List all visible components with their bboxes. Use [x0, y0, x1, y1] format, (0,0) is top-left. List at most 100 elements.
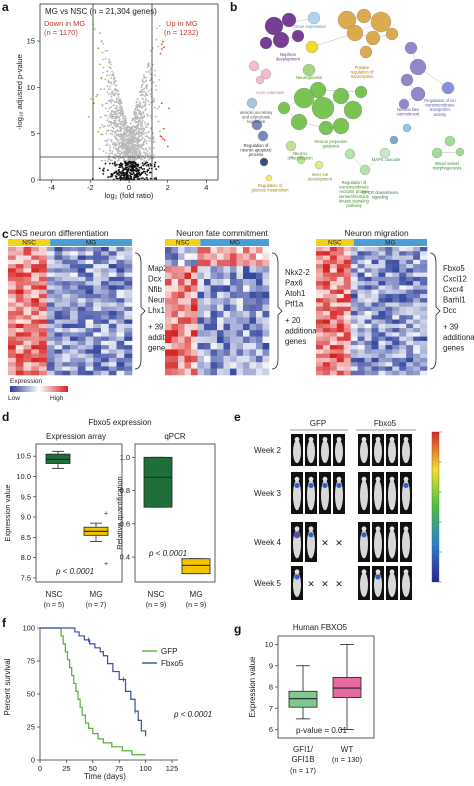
volcano-point — [109, 146, 111, 149]
volcano-point — [120, 157, 123, 159]
heatmap-cell — [62, 306, 71, 312]
volcano-point — [130, 164, 133, 167]
heatmap-cell — [236, 291, 244, 299]
heatmap-cell — [357, 293, 365, 299]
heatmap-cell — [101, 293, 110, 299]
heatmap-cell — [413, 302, 421, 308]
heatmap-cell — [322, 293, 331, 299]
volcano-point — [119, 162, 122, 165]
volcano-point — [153, 140, 156, 143]
heatmap-cell — [46, 315, 55, 320]
volcano-point — [110, 129, 112, 132]
volcano-point — [111, 133, 114, 136]
heatmap-cell — [371, 285, 379, 290]
volcano-point — [140, 112, 143, 115]
heatmap-cell — [116, 370, 125, 376]
heatmap-cell — [62, 345, 71, 350]
heatmap-cell — [204, 317, 211, 325]
mouse-body — [402, 572, 410, 597]
heatmap-cell — [243, 285, 250, 293]
heatmap-cell — [316, 268, 324, 273]
heatmap-cell — [336, 289, 345, 295]
heatmap-cell — [249, 368, 257, 376]
heatmap-cell — [378, 362, 386, 367]
volcano-point — [115, 101, 118, 103]
volcano-point — [138, 169, 141, 172]
heatmap-cell — [124, 357, 133, 363]
heatmap-cell — [116, 349, 125, 354]
heatmap-cell — [77, 285, 86, 290]
heatmap-cell — [236, 304, 244, 312]
heatmap-cell — [23, 357, 32, 363]
volcano-point — [118, 152, 120, 155]
heatmap-cell — [62, 357, 71, 363]
heatmap-cell — [54, 319, 63, 325]
human-ylabel: Expression value — [248, 656, 257, 717]
heatmap-cell — [350, 247, 358, 252]
volcano-point — [119, 175, 122, 178]
heatmap-cell — [23, 370, 32, 376]
heatmap-cell — [350, 315, 358, 320]
heatmap-cell — [392, 340, 400, 346]
heatmap-cell — [108, 293, 117, 299]
heatmap-cell — [8, 251, 17, 256]
heatmap-cell — [101, 281, 110, 286]
heatmap-cell — [85, 353, 94, 359]
volcano-point — [98, 167, 101, 170]
volcano-point — [112, 75, 115, 77]
volcano-point — [132, 125, 134, 128]
heatmap-bracket — [429, 252, 441, 370]
heatmap-cell — [210, 279, 218, 286]
heatmap-cell — [406, 302, 414, 308]
network-node — [379, 147, 391, 159]
heatmap-cell — [77, 336, 86, 342]
volcano-point — [110, 115, 113, 118]
heatmap-cell — [357, 285, 365, 290]
volcano-point — [130, 132, 133, 135]
heatmap-cell — [420, 315, 428, 320]
heatmap-cell — [262, 279, 270, 286]
heatmap-cell — [108, 255, 117, 261]
volcano-point — [130, 172, 132, 175]
heatmap-cell — [62, 285, 71, 290]
heatmap-cell — [413, 328, 421, 333]
heatmap-cell — [350, 353, 358, 359]
heatmap-cell — [223, 362, 231, 369]
heatmap-cell — [197, 272, 205, 280]
heatmap-cell — [62, 272, 71, 278]
volcano-point — [114, 79, 117, 82]
heatmap-cell — [184, 304, 192, 312]
heatmap-cell — [124, 298, 133, 303]
heatmap-cell — [243, 259, 250, 267]
heatmap-cell — [31, 362, 40, 367]
volcano-point — [120, 134, 122, 137]
heatmap-cell — [85, 345, 94, 350]
volcano-point — [135, 128, 138, 130]
heatmap-cell — [178, 362, 185, 369]
heatmap-cell — [93, 353, 102, 359]
volcano-point — [100, 133, 103, 136]
heatmap-title: CNS neuron differentiation — [10, 228, 109, 238]
heatmap-cell — [249, 253, 257, 261]
heatmap-cell — [39, 276, 48, 282]
heatmap-cell — [54, 349, 63, 354]
heatmap-cell — [343, 251, 351, 256]
volcano-point — [136, 108, 139, 111]
heatmap-cell — [243, 336, 250, 344]
volcano-point — [109, 149, 112, 152]
network-node — [259, 36, 273, 50]
heatmap-cell — [8, 268, 17, 273]
volcano-point — [140, 167, 142, 169]
volcano-point — [109, 99, 112, 102]
network-node-label: Regulation of neuron apoptotic process — [240, 143, 271, 157]
heatmap-cell — [124, 332, 133, 337]
heatmap-cell — [85, 272, 94, 278]
network-node-label: Regulation of transmembrane receptor prote… — [339, 180, 370, 208]
array-title: Expression array — [46, 432, 106, 441]
heatmap-cell — [236, 311, 244, 318]
volcano-title: MG vs NSC (n = 21,304 genes) — [45, 7, 157, 16]
heatmap-cell — [399, 323, 407, 329]
heatmap-cell — [406, 362, 414, 367]
volcano-point — [103, 87, 106, 90]
